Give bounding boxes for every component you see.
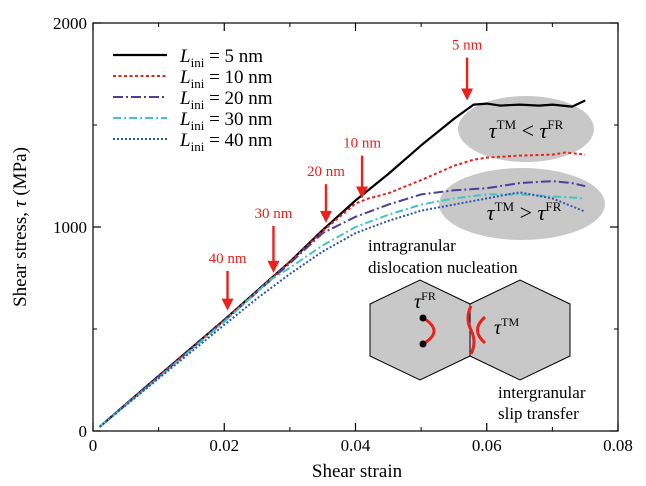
arrow-label-2: 10 nm (343, 136, 381, 152)
pinning-point-bottom (419, 340, 427, 348)
arrow-head (356, 186, 369, 199)
grain-right-label: τTM (494, 315, 520, 339)
intergranular-label-line1: intergranular (498, 383, 586, 402)
legend-label-1: Lini = 5 nm (179, 46, 263, 70)
x-axis-label: Shear strain (312, 461, 403, 482)
legend-label-2: Lini = 10 nm (179, 67, 273, 91)
intragranular-label-line1: intragranular (368, 236, 456, 255)
x-tick-label: 0.08 (603, 436, 633, 455)
y-axis-label: Shear stress, τ (MPa) (10, 147, 31, 307)
frank-read-source-arc (422, 316, 436, 346)
intragranular-label-line2: dislocation nucleation (368, 258, 518, 277)
legend-label-4: Lini = 30 nm (179, 109, 273, 133)
grain-left-label: τFR (414, 289, 436, 313)
arrow-label-3: 20 nm (307, 164, 345, 180)
transmitted-dislocation-arc (476, 315, 487, 345)
arrow-head (221, 298, 234, 311)
intergranular-label-line2: slip transfer (498, 404, 579, 423)
series-lines (98, 99, 586, 428)
legend-label-5: Lini = 40 nm (179, 130, 273, 154)
lower-condition-ellipse (439, 168, 605, 240)
y-tick-label: 1000 (53, 218, 87, 237)
arrow-head (319, 210, 332, 223)
right-grain-hexagon (469, 279, 571, 381)
series-line-5 (98, 191, 586, 428)
y-tick-label: 0 (79, 422, 88, 441)
arrow-head (267, 260, 280, 273)
x-tick-label: 0.04 (341, 436, 371, 455)
arrow-label-5: 40 nm (209, 251, 247, 267)
pinning-point-top (419, 314, 427, 322)
arrow-head (461, 88, 474, 101)
grain-schematic: τFR τTM (369, 279, 571, 381)
x-tick-label: 0 (89, 436, 98, 455)
x-tick-label: 0.02 (209, 436, 239, 455)
upper-condition-text: τTM < τFR (489, 117, 564, 143)
series-line-2 (98, 151, 586, 428)
axis-tick-labels: 0 0.02 0.04 0.06 0.08 0 1000 2000 (53, 14, 633, 455)
legend-label-3: Lini = 20 nm (179, 88, 273, 112)
series-line-4 (98, 193, 586, 428)
x-tick-label: 0.06 (472, 436, 502, 455)
arrow-label-1: 5 nm (452, 38, 483, 54)
series-line-3 (98, 180, 586, 428)
upper-condition-ellipse (458, 96, 594, 162)
arrow-label-4: 30 nm (255, 206, 293, 222)
lower-condition-text: τTM > τFR (487, 199, 562, 225)
strain-arrows: 5 nm 10 nm 20 nm 30 nm 40 nm (209, 38, 483, 311)
axis-ticks (92, 22, 619, 432)
grain-boundary-dislocation (466, 305, 476, 355)
y-tick-label: 2000 (53, 14, 87, 33)
